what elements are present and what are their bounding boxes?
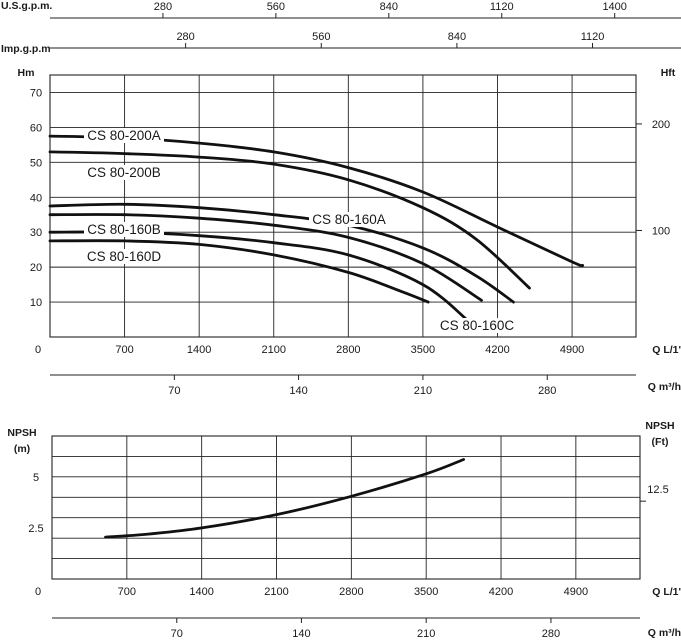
x-tick-label: 4900	[564, 586, 588, 598]
y-tick-label: 50	[30, 157, 42, 169]
top-axis-tick-label: 280	[154, 1, 172, 13]
y-tick-label: 10	[30, 297, 42, 309]
top-axis-tick-label: 840	[380, 1, 398, 13]
y-tick-label: 20	[30, 262, 42, 274]
curve-label-bg	[84, 249, 164, 264]
y-axis-label-unit: (m)	[14, 443, 30, 455]
curve-label-bg	[437, 318, 517, 333]
x-tick-label: 700	[115, 344, 133, 356]
y-axis-right-label-unit: (Ft)	[652, 436, 669, 448]
top-axis-tick-label: 1120	[490, 1, 514, 13]
x-tick-label: 0	[35, 586, 41, 598]
curve-label-bg	[84, 222, 164, 237]
m3h-tick-label: 140	[292, 628, 310, 640]
y-tick-label: 5	[33, 472, 39, 484]
x-tick-label: 700	[118, 586, 136, 598]
curve-label: CS 80-160B	[87, 222, 161, 237]
y-tick-label: 60	[30, 122, 42, 134]
curve-label: CS 80-160D	[87, 249, 162, 264]
npsh-curve	[104, 458, 465, 539]
top-axis-unit-label: U.S.g.p.m.	[1, 0, 52, 12]
pump-curve-5	[48, 230, 471, 323]
x-tick-label: 3500	[414, 586, 438, 598]
top-axis-tick-label: 1400	[602, 1, 626, 13]
x-axis-label: Q L/1'	[652, 344, 681, 356]
x-tick-label: 0	[35, 344, 41, 356]
npsh-chart: NPSH (m) 2.5 5 NPSH (Ft) 12.5 0 700 1400 2100 2800 3…	[7, 420, 681, 640]
x-tick-label: 2100	[262, 344, 286, 356]
top-axis-tick-label: 1120	[581, 31, 605, 43]
m3h-tick-label: 210	[417, 628, 435, 640]
y-tick-label: 40	[30, 192, 42, 204]
pump-curve-6	[48, 239, 430, 304]
plot-frame	[49, 74, 637, 338]
x-tick-label: 2800	[336, 344, 360, 356]
right-tick-label: 200	[652, 119, 670, 131]
y-tick-label: 30	[30, 227, 42, 239]
top-axis-tick-label: 560	[312, 31, 330, 43]
y-axis-label: NPSH	[7, 427, 36, 439]
x-tick-label: 2800	[339, 586, 363, 598]
top-axis-tick-label: 840	[448, 31, 466, 43]
y-axis-right-label: NPSH	[645, 420, 674, 432]
curve-label: CS 80-160C	[440, 318, 515, 333]
curve-label-bg	[84, 165, 164, 180]
y-tick-label: 2.5	[28, 523, 43, 535]
y-axis-label: Hm	[18, 67, 35, 79]
top-axis-unit-label: Imp.g.p.m	[1, 43, 51, 55]
curve-label-bg	[84, 128, 164, 143]
pump-curve-2	[48, 150, 531, 290]
x-tick-label: 1400	[189, 586, 213, 598]
m3h-tick-label: 70	[171, 628, 183, 640]
top-axis-tick-label: 560	[267, 1, 285, 13]
m3h-tick-label: 280	[538, 385, 556, 397]
curve-label: CS 80-200B	[87, 165, 161, 180]
curve-label: CS 80-200A	[87, 128, 161, 143]
m3h-tick-label: 210	[414, 385, 432, 397]
top-axis-tick-label: 280	[176, 31, 194, 43]
m3h-axis-unit-label: Q m³/h	[648, 627, 681, 639]
x-tick-label: 4200	[489, 586, 513, 598]
y-axis-right-label: Hft	[661, 67, 676, 79]
m3h-tick-label: 280	[542, 628, 560, 640]
x-tick-label: 3500	[411, 344, 435, 356]
x-tick-label: 4200	[485, 344, 509, 356]
pump-curve-1	[48, 134, 585, 268]
pump-curve-4	[48, 213, 483, 302]
x-tick-label: 1400	[187, 344, 211, 356]
pump-curve-3	[48, 202, 515, 304]
curve-label-bg	[309, 212, 389, 227]
plot-frame	[51, 435, 641, 580]
x-tick-label: 2100	[264, 586, 288, 598]
x-tick-label: 4900	[560, 344, 584, 356]
x-axis-label: Q L/1'	[652, 586, 681, 598]
m3h-tick-label: 140	[289, 385, 307, 397]
m3h-tick-label: 70	[168, 385, 180, 397]
right-tick-label: 12.5	[647, 484, 668, 496]
m3h-axis-unit-label: Q m³/h	[648, 381, 681, 393]
curve-label: CS 80-160A	[312, 212, 386, 227]
y-tick-label: 70	[30, 87, 42, 99]
right-tick-label: 100	[652, 225, 670, 237]
